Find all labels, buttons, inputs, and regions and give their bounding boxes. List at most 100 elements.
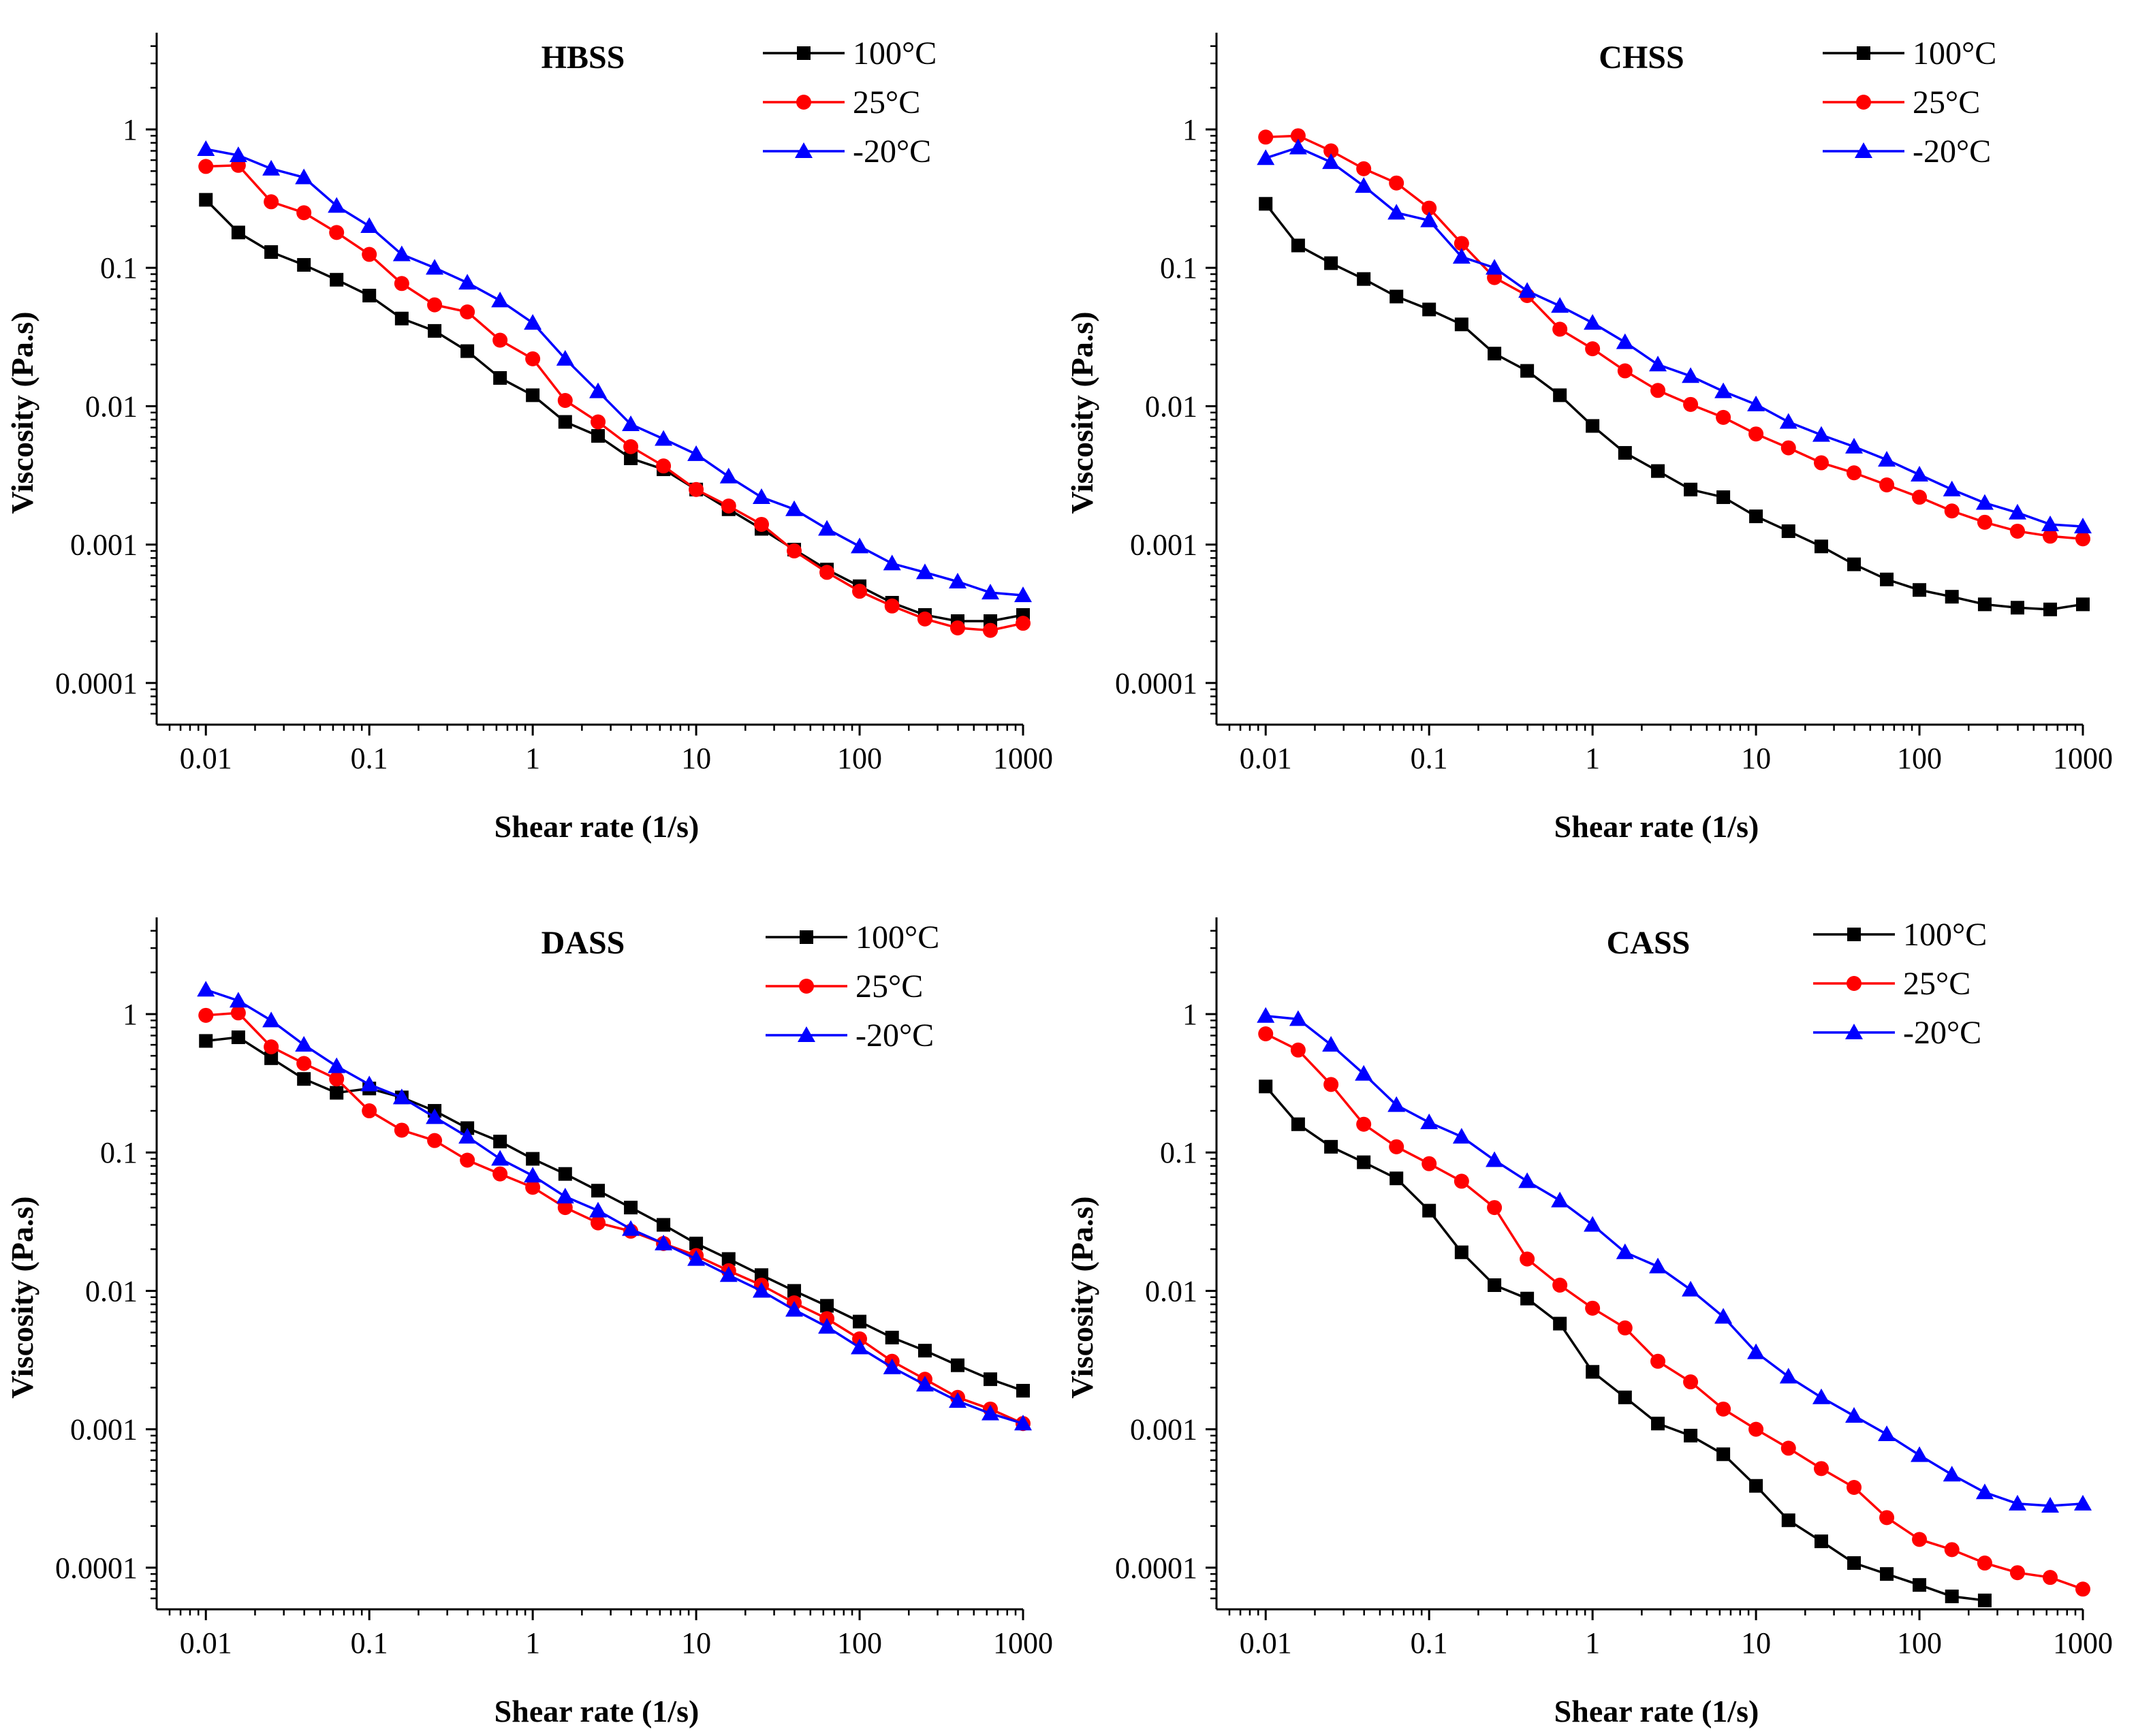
x-axis-title: Shear rate (1/s) [1554, 809, 1759, 844]
data-point-25 [1014, 586, 1032, 603]
data-point-5 [1422, 1203, 1436, 1218]
data-point-18 [1845, 437, 1864, 454]
data-point-24 [981, 584, 1000, 600]
chart-panel-chss: 0.01 0.1 1 10 100 1000 0.0001 0.001 0.01 0.1 1 Shea… [1065, 33, 2113, 844]
data-point-20 [1911, 1446, 1929, 1462]
data-point-16 [1780, 440, 1796, 456]
data-point-19 [1879, 1510, 1895, 1526]
y-tick-label: 0.1 [1160, 1136, 1197, 1169]
data-point-6 [394, 311, 409, 326]
y-tick-label: 0.0001 [1115, 667, 1197, 700]
data-point-6 [1454, 236, 1469, 251]
data-point-3 [295, 1036, 313, 1052]
data-point-0 [1259, 197, 1273, 211]
data-point-11 [557, 393, 573, 409]
series-25°C [198, 1005, 1031, 1432]
data-point-12 [1650, 383, 1666, 398]
data-point-4 [330, 272, 344, 287]
y-tick-label: 1 [123, 113, 138, 146]
legend-item-25°C: 25°C [766, 968, 923, 1005]
series-100°C [199, 193, 1030, 628]
data-point-9 [1553, 388, 1567, 403]
y-axis-title: Viscosity (Pa.s) [1065, 1196, 1099, 1398]
data-point-4 [329, 225, 345, 240]
data-point-13 [1684, 1428, 1698, 1442]
legend-label: -20°C [1903, 1015, 1981, 1051]
series-25°C [1258, 1026, 2090, 1597]
x-tick-label: 10 [1741, 742, 1771, 775]
legend-label: 25°C [1913, 84, 1980, 121]
legend-label: -20°C [853, 133, 931, 170]
data-point-20 [851, 537, 869, 554]
data-point-legend [796, 95, 811, 110]
x-tick-label: 10 [681, 742, 711, 775]
legend-item--20°C: -20°C [1813, 1015, 1981, 1051]
data-point-20 [853, 1314, 867, 1329]
x-tick-label: 0.1 [1411, 742, 1448, 775]
data-point-23 [2008, 503, 2026, 520]
data-point-12 [1651, 464, 1665, 478]
data-point-legend [797, 46, 811, 60]
data-point-19 [1879, 477, 1895, 492]
data-point-4 [1389, 175, 1404, 191]
series-line [204, 199, 1024, 622]
data-point-0 [197, 981, 215, 997]
data-point-11 [558, 1167, 572, 1181]
y-tick-label: 1 [1182, 113, 1197, 146]
data-point-12 [589, 1201, 608, 1218]
legend-item-25°C: 25°C [763, 84, 920, 121]
data-point-16 [1779, 1368, 1797, 1384]
data-point-16 [1780, 1440, 1796, 1456]
data-point-24 [2041, 1496, 2060, 1513]
data-point-3 [297, 1072, 311, 1086]
data-point-11 [556, 1188, 574, 1204]
data-point-6 [1452, 248, 1471, 264]
x-tick-label: 10 [1741, 1626, 1771, 1660]
data-point-legend [1847, 928, 1861, 941]
data-point-18 [787, 543, 802, 558]
data-point-4 [328, 1057, 346, 1073]
data-point-16 [719, 467, 738, 484]
series-line [1265, 1032, 2084, 1590]
data-point-10 [526, 1152, 540, 1166]
data-point-legend [1855, 142, 1872, 158]
legend-label: 100°C [1903, 917, 1987, 953]
data-point-21 [1945, 1590, 1959, 1604]
x-axis-title: Shear rate (1/s) [494, 809, 700, 844]
data-point-0 [1257, 149, 1275, 165]
data-point-15 [1747, 395, 1765, 411]
data-point-15 [689, 482, 704, 497]
data-point-10 [1584, 314, 1602, 330]
y-tick-label: 0.001 [70, 528, 138, 562]
data-point-18 [1845, 1406, 1864, 1423]
data-point-14 [655, 1234, 673, 1250]
data-point-12 [1649, 1257, 1667, 1274]
series-line [205, 148, 1024, 597]
data-point-20 [1911, 465, 1929, 482]
data-point-7 [426, 259, 444, 275]
data-point-14 [1714, 382, 1733, 398]
data-point-17 [1813, 1461, 1829, 1477]
y-tick-label: 0.001 [1130, 528, 1197, 562]
data-point-2 [1322, 153, 1340, 170]
data-point-9 [491, 1150, 509, 1166]
data-point-5 [362, 1103, 377, 1119]
data-point-17 [1814, 539, 1828, 554]
chart-title: HBSS [541, 40, 625, 76]
x-tick-label: 1 [525, 1626, 540, 1660]
data-point-2 [1324, 1139, 1338, 1154]
data-point-10 [524, 1167, 542, 1183]
data-point-4 [330, 1086, 344, 1100]
data-point-8 [458, 1128, 477, 1144]
data-point-25 [2076, 597, 2090, 612]
data-point-8 [1520, 364, 1535, 378]
data-point-18 [785, 1301, 804, 1317]
legend-label: 25°C [855, 968, 923, 1005]
y-tick-label: 0.0001 [55, 1551, 138, 1585]
data-point-13 [1683, 396, 1699, 412]
data-point-16 [719, 1266, 738, 1282]
data-point-0 [1258, 1026, 1274, 1042]
data-point-15 [687, 445, 706, 461]
legend-item--20°C: -20°C [766, 1017, 934, 1054]
